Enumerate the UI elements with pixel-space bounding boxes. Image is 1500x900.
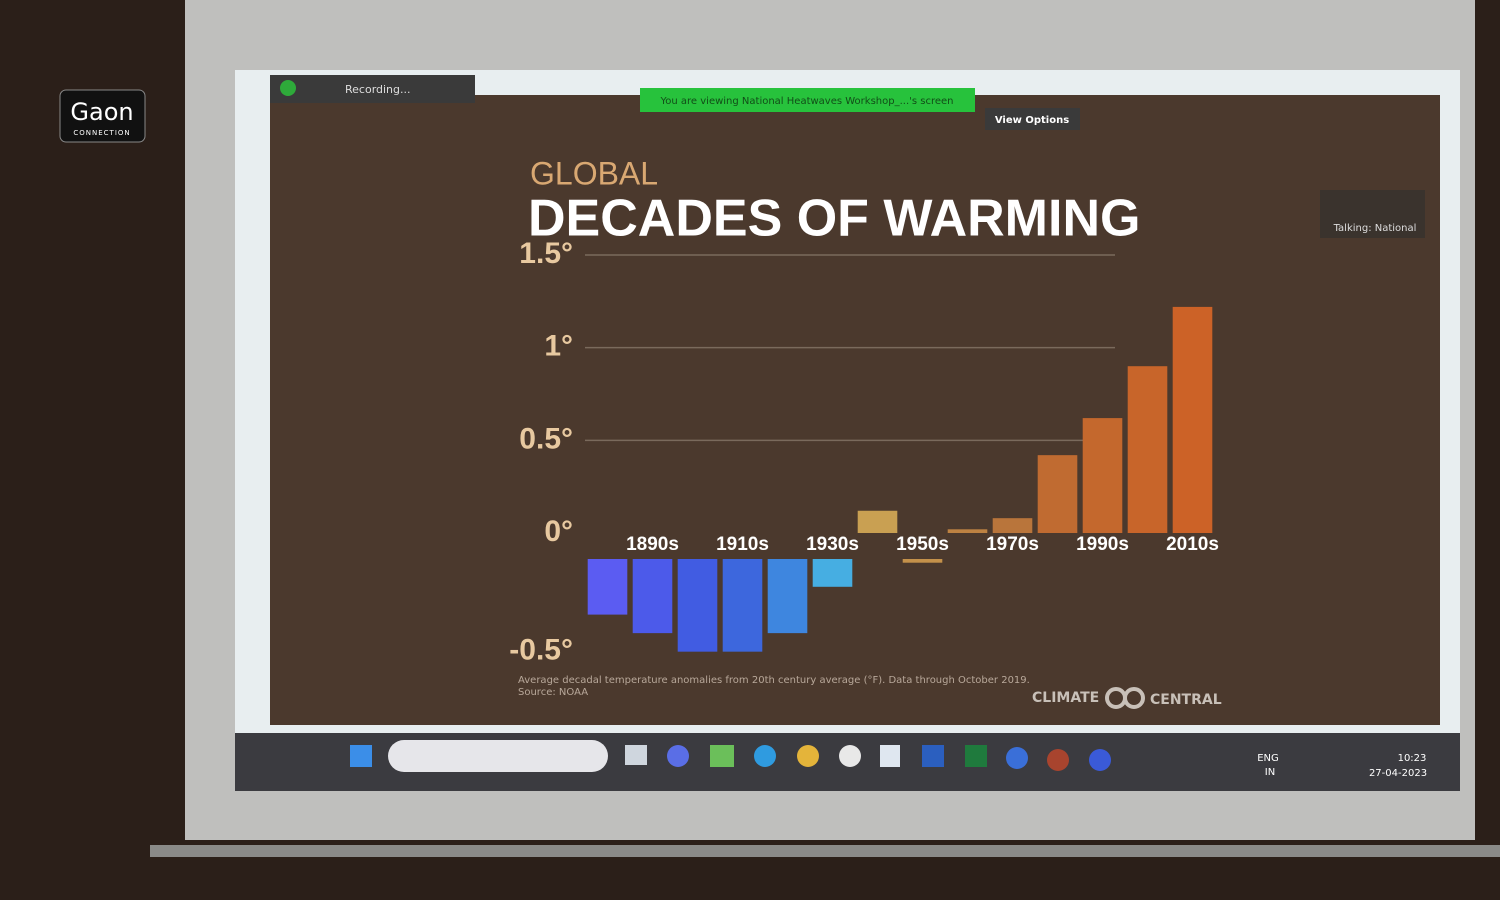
app-icon[interactable] bbox=[839, 745, 861, 767]
app-icon[interactable] bbox=[1047, 749, 1069, 771]
region-text[interactable]: IN bbox=[1265, 767, 1275, 778]
bar bbox=[632, 559, 673, 634]
watermark-box bbox=[59, 89, 146, 143]
x-tick-label: 1890s bbox=[626, 534, 679, 555]
bar bbox=[722, 559, 763, 652]
lang-text[interactable]: ENG bbox=[1257, 753, 1279, 764]
recording-text: Recording... bbox=[345, 83, 411, 96]
bar bbox=[1082, 418, 1123, 533]
app-icon[interactable] bbox=[710, 745, 734, 767]
plot: -0.5° 0° 0.5° 1° 1.5° 1890s 1910s 1930s 1950s 197… bbox=[509, 237, 1219, 667]
screen-bar bbox=[150, 845, 1500, 857]
logo-left: CLIMATE bbox=[1032, 690, 1099, 706]
bar bbox=[677, 559, 718, 652]
bar bbox=[587, 559, 628, 615]
x-tick-label: 1970s bbox=[986, 534, 1039, 555]
bar bbox=[992, 518, 1033, 533]
x-tick-label: 1950s bbox=[896, 534, 949, 555]
app-icon[interactable] bbox=[1006, 747, 1028, 769]
x-tick-label: 1930s bbox=[806, 534, 859, 555]
bar bbox=[1037, 455, 1078, 533]
view-options-text[interactable]: View Options bbox=[995, 115, 1069, 126]
chart-note: Average decadal temperature anomalies fr… bbox=[518, 675, 1030, 686]
y-tick-label: 0° bbox=[544, 515, 573, 548]
talking-text: Talking: National bbox=[1333, 223, 1417, 234]
chart-source: Source: NOAA bbox=[518, 687, 588, 698]
clock-time[interactable]: 10:23 bbox=[1398, 753, 1427, 764]
share-banner-text: You are viewing National Heatwaves Works… bbox=[659, 96, 953, 107]
bar bbox=[1127, 366, 1168, 533]
y-tick-label: 1° bbox=[544, 330, 573, 363]
zoom-icon bbox=[280, 80, 296, 96]
speaker-panel bbox=[1320, 190, 1425, 238]
watermark-sub: CONNECTION bbox=[73, 129, 130, 137]
x-tick-label: 1910s bbox=[716, 534, 769, 555]
y-tick-label: -0.5° bbox=[509, 634, 573, 667]
clock-date[interactable]: 27-04-2023 bbox=[1369, 768, 1427, 779]
app-icon[interactable] bbox=[625, 745, 647, 765]
share-banner bbox=[640, 88, 975, 112]
slide bbox=[270, 95, 1440, 725]
x-tick-label: 1990s bbox=[1076, 534, 1129, 555]
logo-right: CENTRAL bbox=[1150, 692, 1222, 708]
bar bbox=[812, 559, 853, 587]
app-icon[interactable] bbox=[754, 745, 776, 767]
x-tick-label: 2010s bbox=[1166, 534, 1219, 555]
chart-supertitle: GLOBAL bbox=[530, 155, 658, 191]
app-icon[interactable] bbox=[922, 745, 944, 767]
recording-bar bbox=[270, 75, 475, 103]
chart-title: DECADES OF WARMING bbox=[528, 190, 1140, 248]
y-tick-label: 1.5° bbox=[519, 237, 573, 270]
y-tick-label: 0.5° bbox=[519, 422, 573, 455]
logo-ring bbox=[1123, 687, 1145, 709]
search-box[interactable] bbox=[388, 740, 608, 772]
bar bbox=[1172, 306, 1213, 533]
bar bbox=[767, 559, 808, 634]
bar bbox=[902, 559, 943, 563]
app-icon[interactable] bbox=[880, 745, 900, 767]
app-icon[interactable] bbox=[667, 745, 689, 767]
app-icon[interactable] bbox=[965, 745, 987, 767]
watermark-brand: Gaon bbox=[70, 98, 133, 126]
taskbar-icons bbox=[625, 745, 1111, 771]
bar bbox=[947, 529, 988, 533]
app-icon[interactable] bbox=[797, 745, 819, 767]
bar bbox=[857, 510, 898, 533]
start-button[interactable] bbox=[350, 745, 372, 767]
view-options-button[interactable] bbox=[985, 108, 1080, 130]
app-icon[interactable] bbox=[1089, 749, 1111, 771]
